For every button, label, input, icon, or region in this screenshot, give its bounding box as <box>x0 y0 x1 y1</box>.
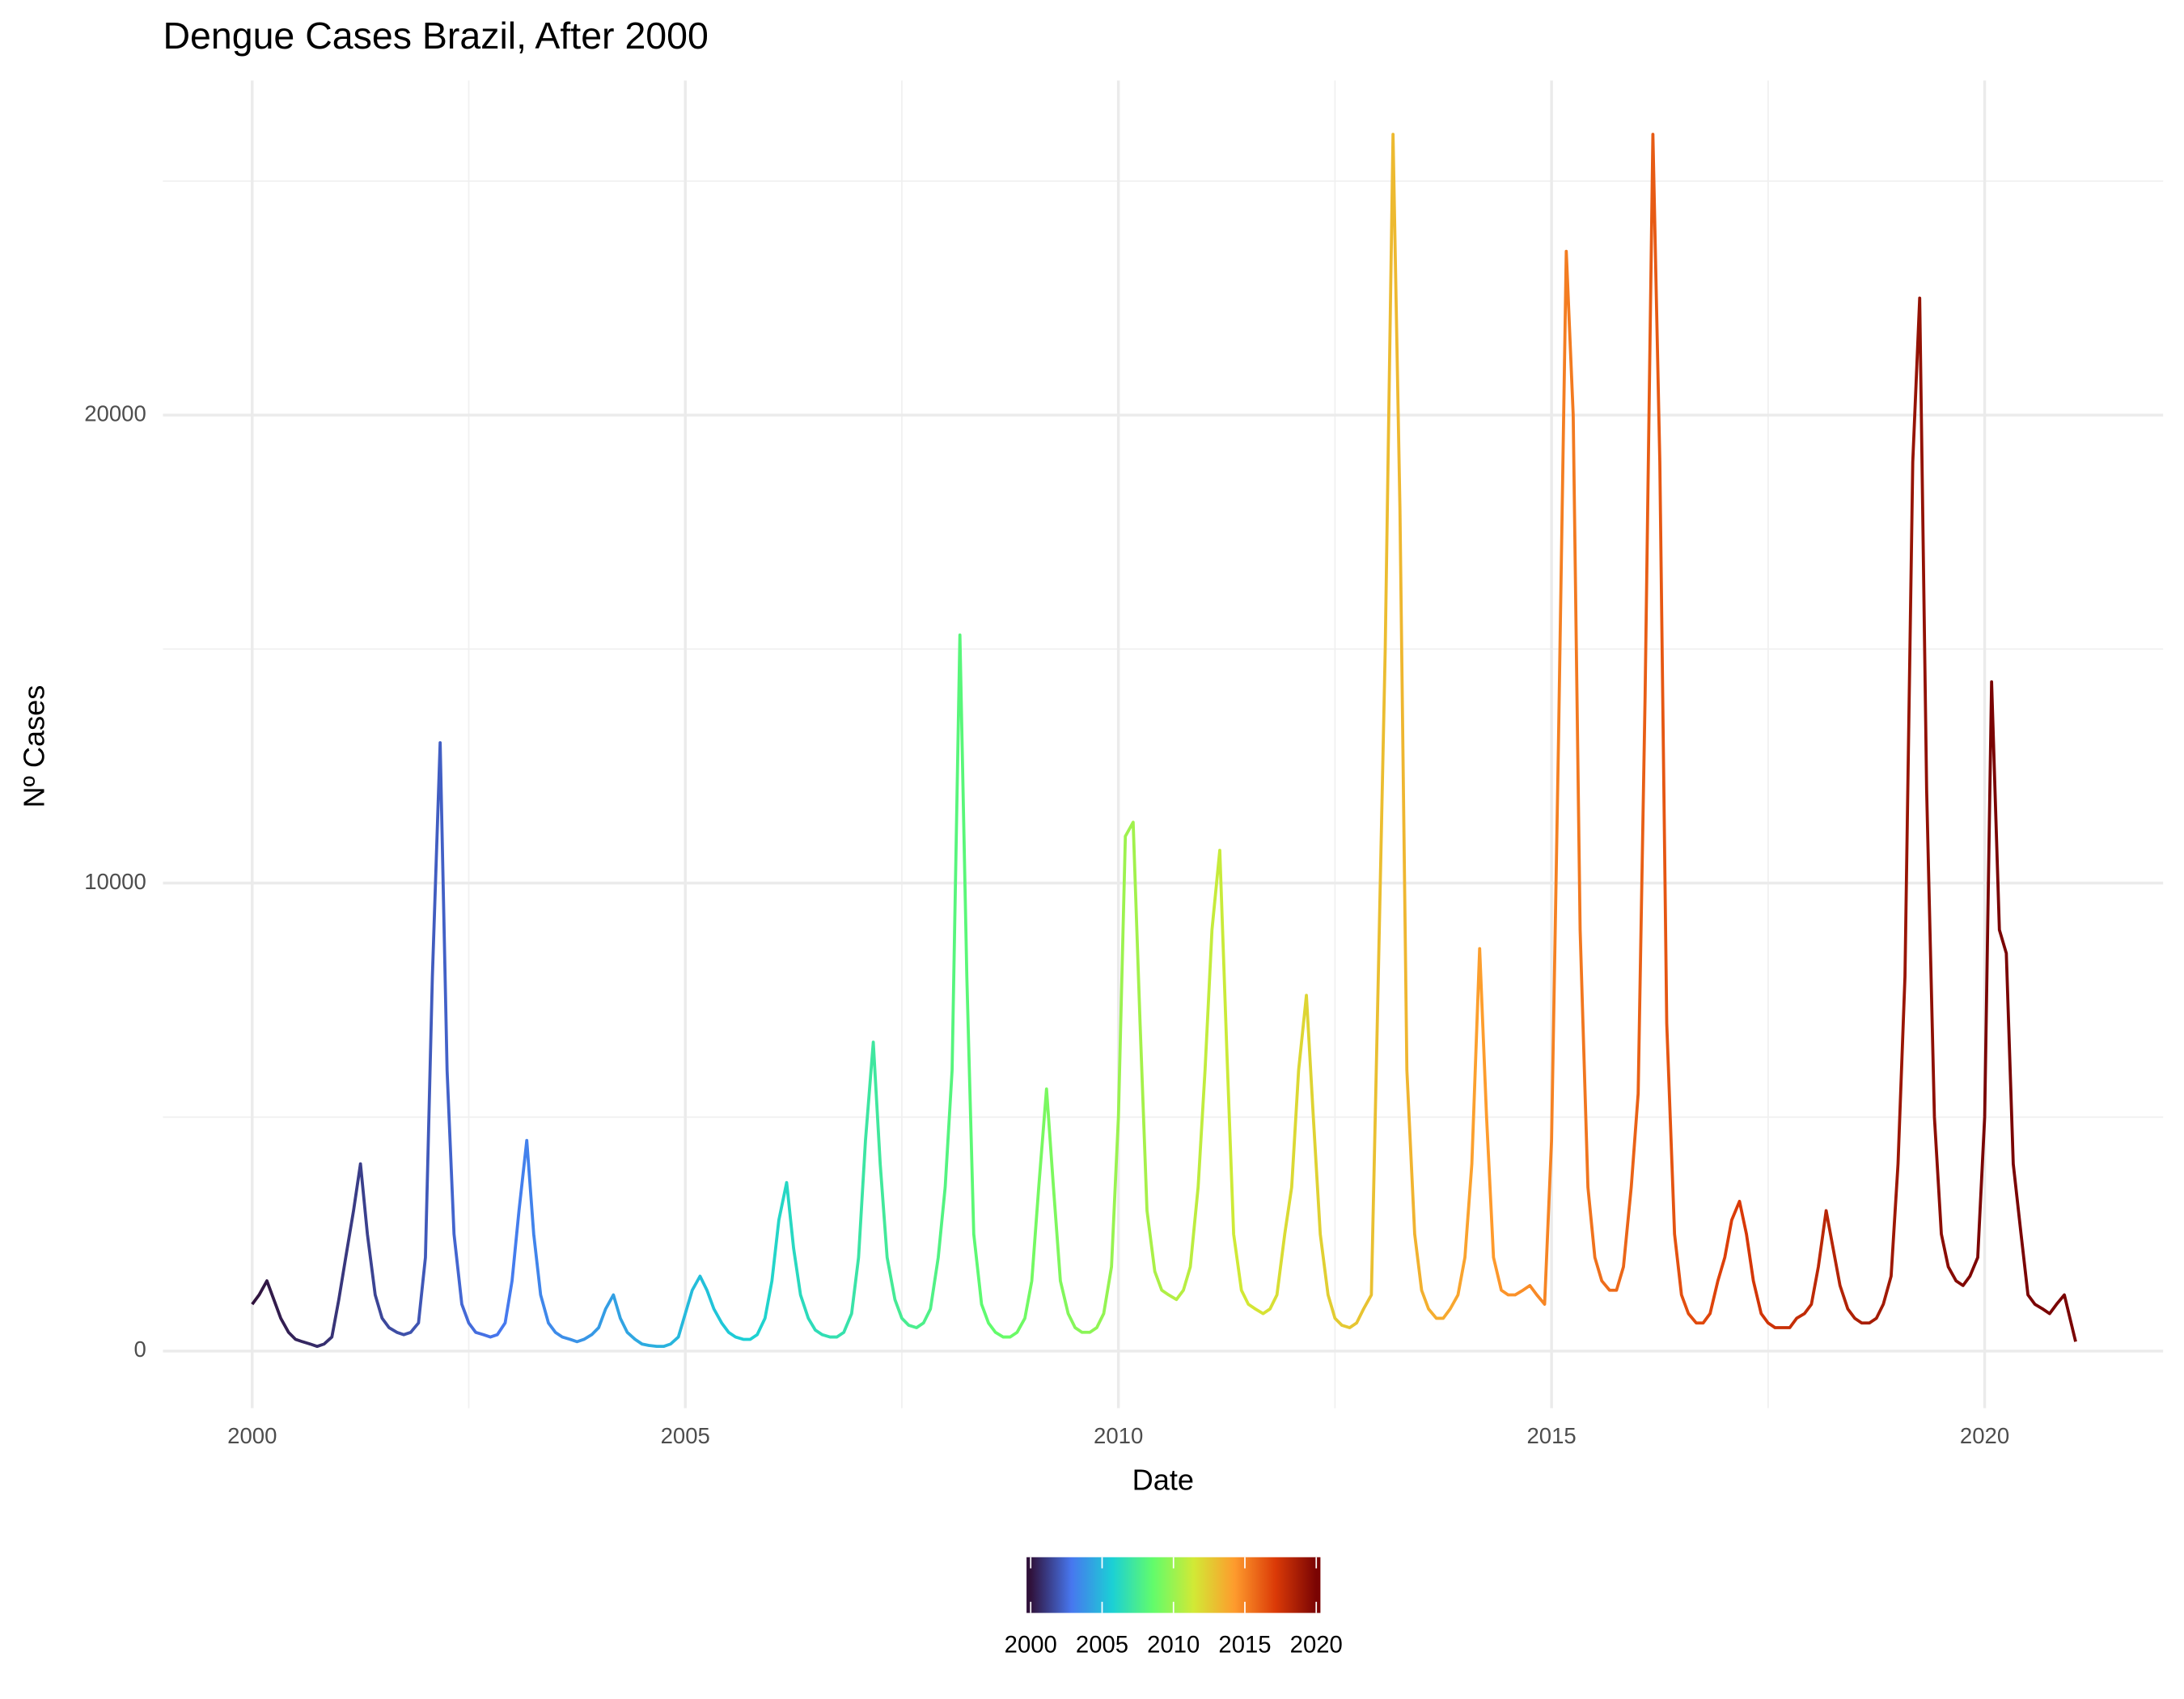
x-axis-title: Date <box>1132 1463 1194 1496</box>
y-tick-label: 20000 <box>84 400 146 426</box>
y-tick-label: 0 <box>133 1337 146 1362</box>
legend-label: 2000 <box>1005 1633 1057 1659</box>
x-tick-label: 2000 <box>227 1423 277 1448</box>
legend-label: 2015 <box>1218 1633 1271 1659</box>
x-tick-label: 2005 <box>661 1423 710 1448</box>
legend-label: 2020 <box>1290 1633 1343 1659</box>
y-tick-label: 10000 <box>84 869 146 894</box>
data-line <box>251 133 2077 1349</box>
x-tick-label: 2020 <box>1960 1423 2009 1448</box>
y-axis-title: Nº Cases <box>17 685 50 808</box>
legend-label: 2010 <box>1147 1633 1200 1659</box>
x-tick-label: 2010 <box>1094 1423 1143 1448</box>
x-tick-label: 2015 <box>1526 1423 1576 1448</box>
legend-label: 2005 <box>1076 1633 1128 1659</box>
chart-title: Dengue Cases Brazil, After 2000 <box>163 15 708 57</box>
